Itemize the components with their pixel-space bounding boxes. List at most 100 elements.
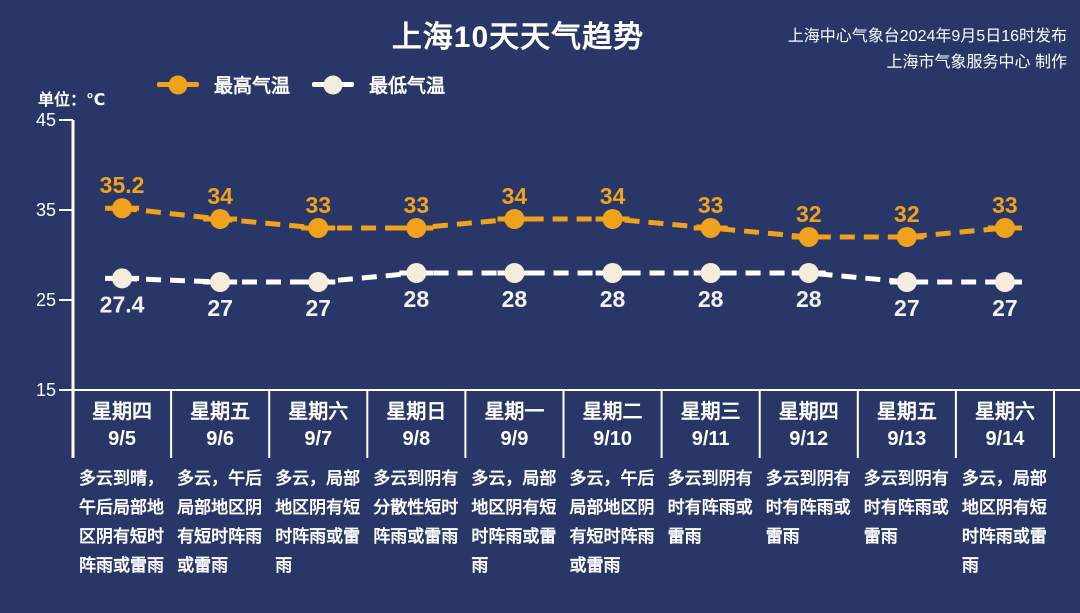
unit-label: 单位：℃	[38, 92, 106, 109]
weekday-label: 星期六	[288, 401, 349, 423]
weekday-label: 星期五	[876, 401, 937, 423]
high-temp-value-label: 34	[502, 183, 528, 209]
weather-description: 多云到阴有分散性短时阵雨或雷雨	[373, 469, 459, 546]
weekday-label: 星期五	[190, 401, 251, 423]
low-temp-value-label: 28	[698, 286, 724, 312]
weekday-label: 星期二	[582, 401, 643, 423]
day-column: 星期四 9/12	[760, 400, 858, 451]
day-column: 星期二 9/10	[564, 400, 662, 451]
weather-description: 多云，午后局部地区阴有短时阵雨或雷雨	[569, 469, 655, 575]
weekday-label: 星期一	[484, 401, 545, 423]
high-temp-point	[798, 227, 819, 247]
high-temp-point	[406, 218, 427, 238]
weekday-label: 星期日	[386, 401, 447, 423]
weather-description: 多云到阴有时有阵雨或雷雨	[863, 469, 949, 546]
y-axis-tick-label: 45	[36, 110, 56, 130]
low-temp-value-label: 27	[894, 295, 920, 321]
weekday-label: 星期六	[974, 401, 1035, 423]
date-label: 9/10	[593, 428, 633, 450]
low-temp-point	[700, 263, 721, 283]
high-temp-dashed-line	[121, 205, 1006, 240]
day-column: 星期三 9/11	[662, 400, 760, 451]
publisher-issued-line: 上海中心气象台2024年9月5日16时发布	[787, 28, 1067, 45]
day-column: 星期六 9/7	[269, 400, 367, 451]
low-temp-point	[994, 272, 1015, 292]
y-axis-tick-label: 35	[36, 200, 56, 220]
low-temp-value-label: 28	[502, 286, 528, 312]
date-label: 9/8	[402, 428, 431, 450]
high-temp-value-label: 32	[796, 201, 822, 227]
high-temp-point	[210, 209, 231, 229]
date-label: 9/14	[985, 428, 1025, 450]
legend-item-high-temp: 最高气温	[157, 71, 290, 98]
high-temp-point	[112, 198, 133, 219]
weekday-label: 星期四	[778, 401, 839, 423]
publisher-info: 上海中心气象台2024年9月5日16时发布 上海市气象服务中心 制作	[788, 24, 1067, 76]
low-temp-point	[602, 263, 623, 283]
weather-description: 多云，午后局部地区阴有短时阵雨或雷雨	[177, 469, 263, 575]
high-temp-point	[994, 218, 1015, 238]
chart-legend: 最高气温 最低气温	[157, 71, 445, 98]
page-title: 上海10天天气趋势	[391, 21, 645, 54]
high-temp-point	[896, 227, 917, 247]
date-label: 9/13	[887, 428, 927, 450]
low-temp-point	[112, 268, 133, 289]
date-label: 9/7	[304, 428, 333, 450]
low-temp-point	[406, 263, 427, 283]
date-label: 9/5	[108, 428, 136, 450]
day-column: 星期日 9/8	[367, 400, 465, 451]
y-axis-tick-label: 15	[36, 380, 56, 400]
low-temp-dashed-line	[121, 270, 1005, 285]
low-temp-value-label: 27.4	[100, 291, 145, 317]
high-temp-point	[602, 209, 623, 229]
high-temp-value-label: 33	[404, 192, 430, 218]
low-temp-value-label: 28	[796, 286, 822, 312]
low-temp-point	[798, 263, 819, 283]
weather-description: 多云，局部地区阴有短时阵雨或雷雨	[471, 469, 557, 575]
publisher-produced-line: 上海市气象服务中心 制作	[886, 54, 1067, 71]
high-temp-line-icon	[157, 75, 199, 94]
weather-description: 多云到晴，午后局部地区阴有短时阵雨或雷雨	[79, 469, 164, 575]
high-temp-point	[308, 218, 329, 238]
high-temp-value-label: 34	[207, 183, 233, 209]
low-temp-line-icon	[312, 75, 355, 94]
low-temp-point	[504, 263, 525, 283]
day-column: 星期六 9/14	[956, 400, 1054, 451]
legend-item-low-temp: 最低气温	[312, 71, 445, 98]
low-temp-value-label: 27	[207, 295, 233, 321]
high-temp-value-label: 33	[305, 192, 331, 218]
day-column: 星期四 9/5	[73, 400, 171, 451]
weather-description: 多云到阴有时有阵雨或雷雨	[667, 469, 753, 546]
low-temp-value-label: 28	[404, 286, 430, 312]
date-label: 9/9	[500, 428, 529, 450]
high-temp-value-label: 34	[600, 183, 626, 209]
weekday-label: 星期三	[680, 401, 741, 423]
legend-label-low-temp: 最低气温	[369, 76, 446, 97]
low-temp-value-label: 27	[992, 295, 1018, 321]
day-column: 星期五 9/13	[858, 400, 956, 451]
high-temp-value-label: 35.2	[100, 172, 145, 198]
high-temp-value-label: 33	[992, 192, 1018, 218]
weather-description: 多云，局部地区阴有短时阵雨或雷雨	[275, 469, 361, 575]
low-temp-value-label: 28	[600, 286, 626, 312]
day-column: 星期一 9/9	[465, 400, 563, 451]
high-temp-point	[700, 218, 721, 238]
high-temp-value-label: 33	[698, 192, 724, 218]
date-label: 9/6	[206, 428, 235, 450]
y-axis-tick-label: 25	[36, 290, 56, 310]
low-temp-point	[308, 272, 329, 292]
date-label: 9/12	[789, 428, 829, 450]
weather-description: 多云，局部地区阴有短时阵雨或雷雨	[961, 469, 1047, 575]
low-temp-point	[896, 272, 917, 292]
high-temp-point	[504, 209, 525, 229]
day-column: 星期五 9/6	[171, 400, 269, 451]
weekday-label: 星期四	[92, 401, 153, 423]
high-temp-value-label: 32	[894, 201, 920, 227]
legend-label-high-temp: 最高气温	[214, 76, 291, 97]
date-label: 9/11	[691, 428, 730, 450]
weather-description: 多云到阴有时有阵雨或雷雨	[765, 469, 851, 546]
low-temp-value-label: 27	[305, 295, 331, 321]
low-temp-point	[210, 272, 231, 292]
